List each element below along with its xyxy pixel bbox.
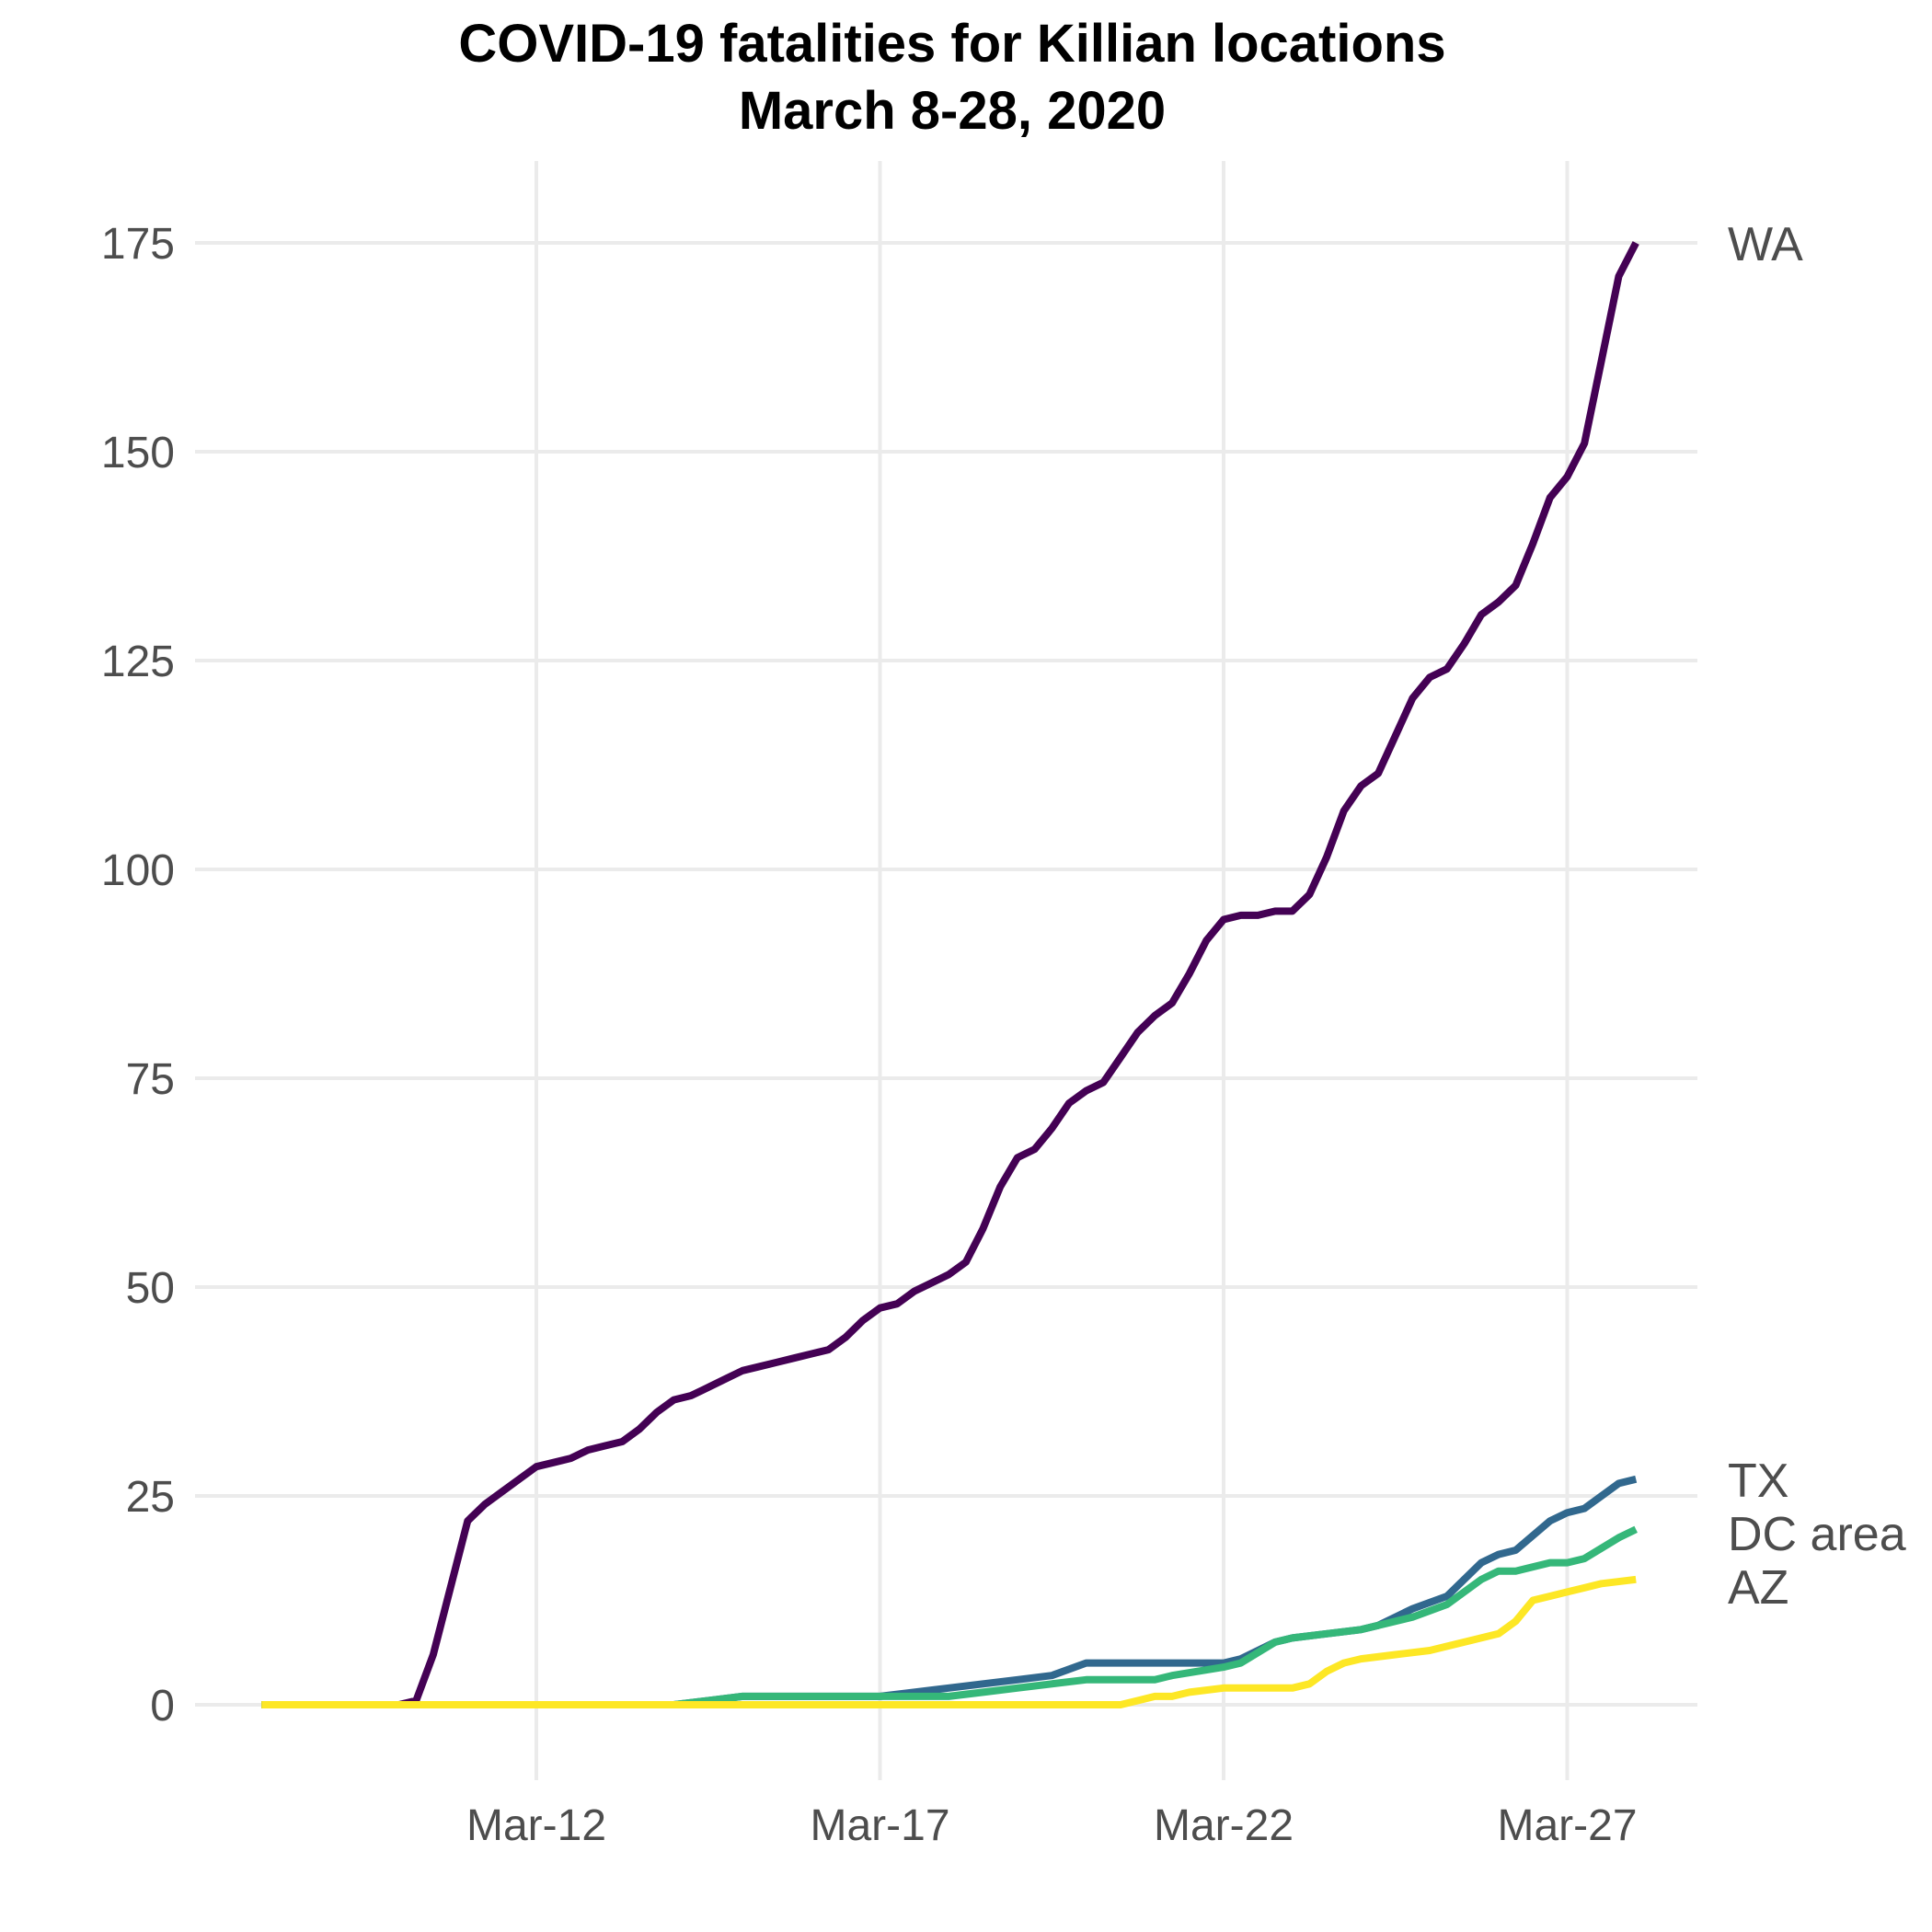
series-label-wa: WA (1728, 218, 1803, 271)
y-tick-label: 100 (101, 846, 175, 895)
x-tick-label: Mar-22 (1154, 1801, 1294, 1850)
y-tick-label: 50 (126, 1264, 175, 1313)
series-line-wa (261, 241, 1639, 1708)
chart-title: COVID-19 fatalities for Killian location… (458, 14, 1445, 74)
series-line-az (261, 1575, 1637, 1708)
chart-subtitle: March 8-28, 2020 (739, 81, 1166, 141)
y-tick-label: 175 (101, 220, 175, 269)
x-tick-label: Mar-12 (466, 1801, 606, 1850)
y-tick-label: 75 (126, 1055, 175, 1104)
y-tick-label: 150 (101, 429, 175, 477)
series-label-az: AZ (1728, 1561, 1788, 1615)
series (261, 241, 1639, 1708)
y-tick-label: 25 (126, 1473, 175, 1522)
x-tick-label: Mar-17 (810, 1801, 949, 1850)
grid (195, 161, 1697, 1780)
axes: 0 25 50 75 100 125 150 175 Mar-12 Mar-17 Mar-22 Mar… (101, 220, 1638, 1850)
y-tick-label: 125 (101, 638, 175, 686)
y-tick-label: 0 (150, 1682, 175, 1731)
series-label-dc-area: DC area (1728, 1508, 1906, 1561)
series-line-dc-area (261, 1525, 1638, 1708)
series-label-tx: TX (1728, 1455, 1788, 1508)
x-tick-label: Mar-27 (1497, 1801, 1637, 1850)
